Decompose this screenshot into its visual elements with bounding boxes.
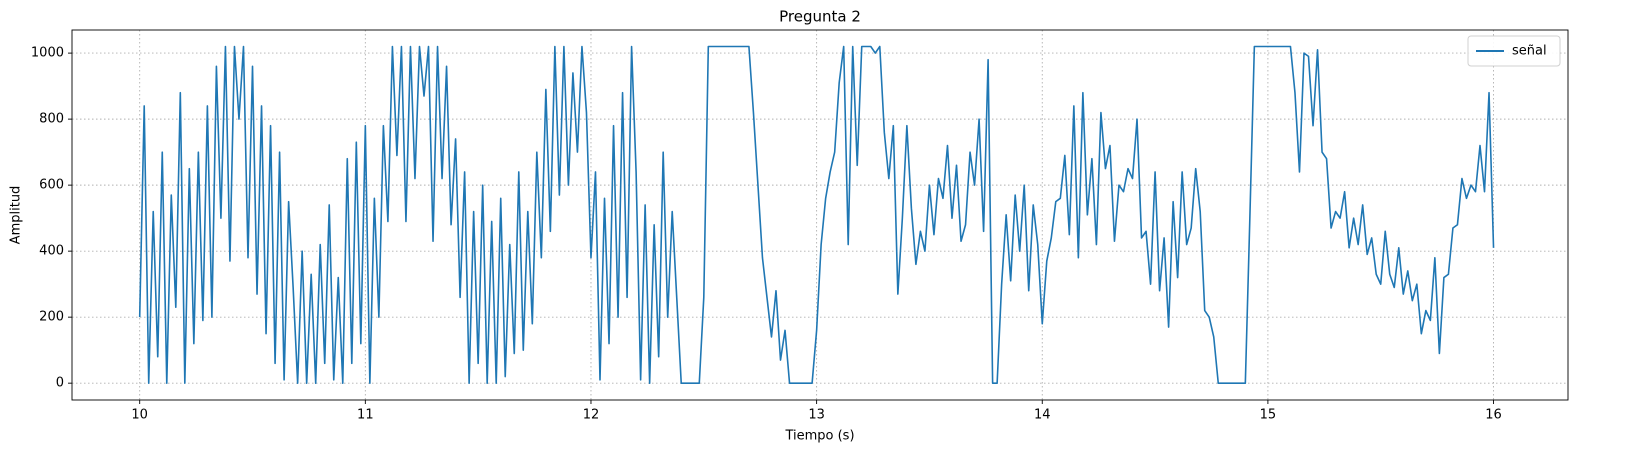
signal-line xyxy=(138,45,1495,384)
x-tick-label: 15 xyxy=(1260,408,1277,423)
plot-frame xyxy=(71,29,1569,401)
x-axis-label: Tiempo (s) xyxy=(784,429,854,444)
x-tick-label: 14 xyxy=(1034,408,1051,423)
y-tick-label: 800 xyxy=(39,112,64,127)
y-tick-label: 0 xyxy=(56,376,64,391)
x-tick-label: 13 xyxy=(808,408,825,423)
chart-title: Pregunta 2 xyxy=(779,8,861,26)
y-tick-label: 1000 xyxy=(31,46,64,61)
y-axis-label: Amplitud xyxy=(9,186,24,245)
legend-box xyxy=(1467,35,1561,67)
x-tick-label: 11 xyxy=(357,408,374,423)
y-tick-label: 400 xyxy=(39,244,64,259)
y-tick-label: 600 xyxy=(39,178,64,193)
x-tick-label: 16 xyxy=(1485,408,1502,423)
x-tick-label: 12 xyxy=(583,408,600,423)
x-tick-label: 10 xyxy=(131,408,148,423)
y-tick-label: 200 xyxy=(39,310,64,325)
legend-label: señal xyxy=(1512,44,1547,59)
